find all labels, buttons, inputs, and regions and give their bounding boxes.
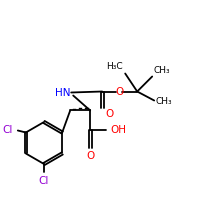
Text: O: O	[86, 151, 94, 161]
Text: O: O	[115, 87, 123, 97]
Text: CH₃: CH₃	[153, 66, 170, 75]
Text: Cl: Cl	[39, 176, 49, 186]
Text: OH: OH	[110, 125, 126, 135]
Text: Cl: Cl	[2, 125, 13, 135]
Text: HN: HN	[55, 88, 70, 98]
Text: CH₃: CH₃	[156, 97, 172, 106]
Text: H₃C: H₃C	[107, 62, 123, 71]
Text: O: O	[105, 109, 113, 119]
